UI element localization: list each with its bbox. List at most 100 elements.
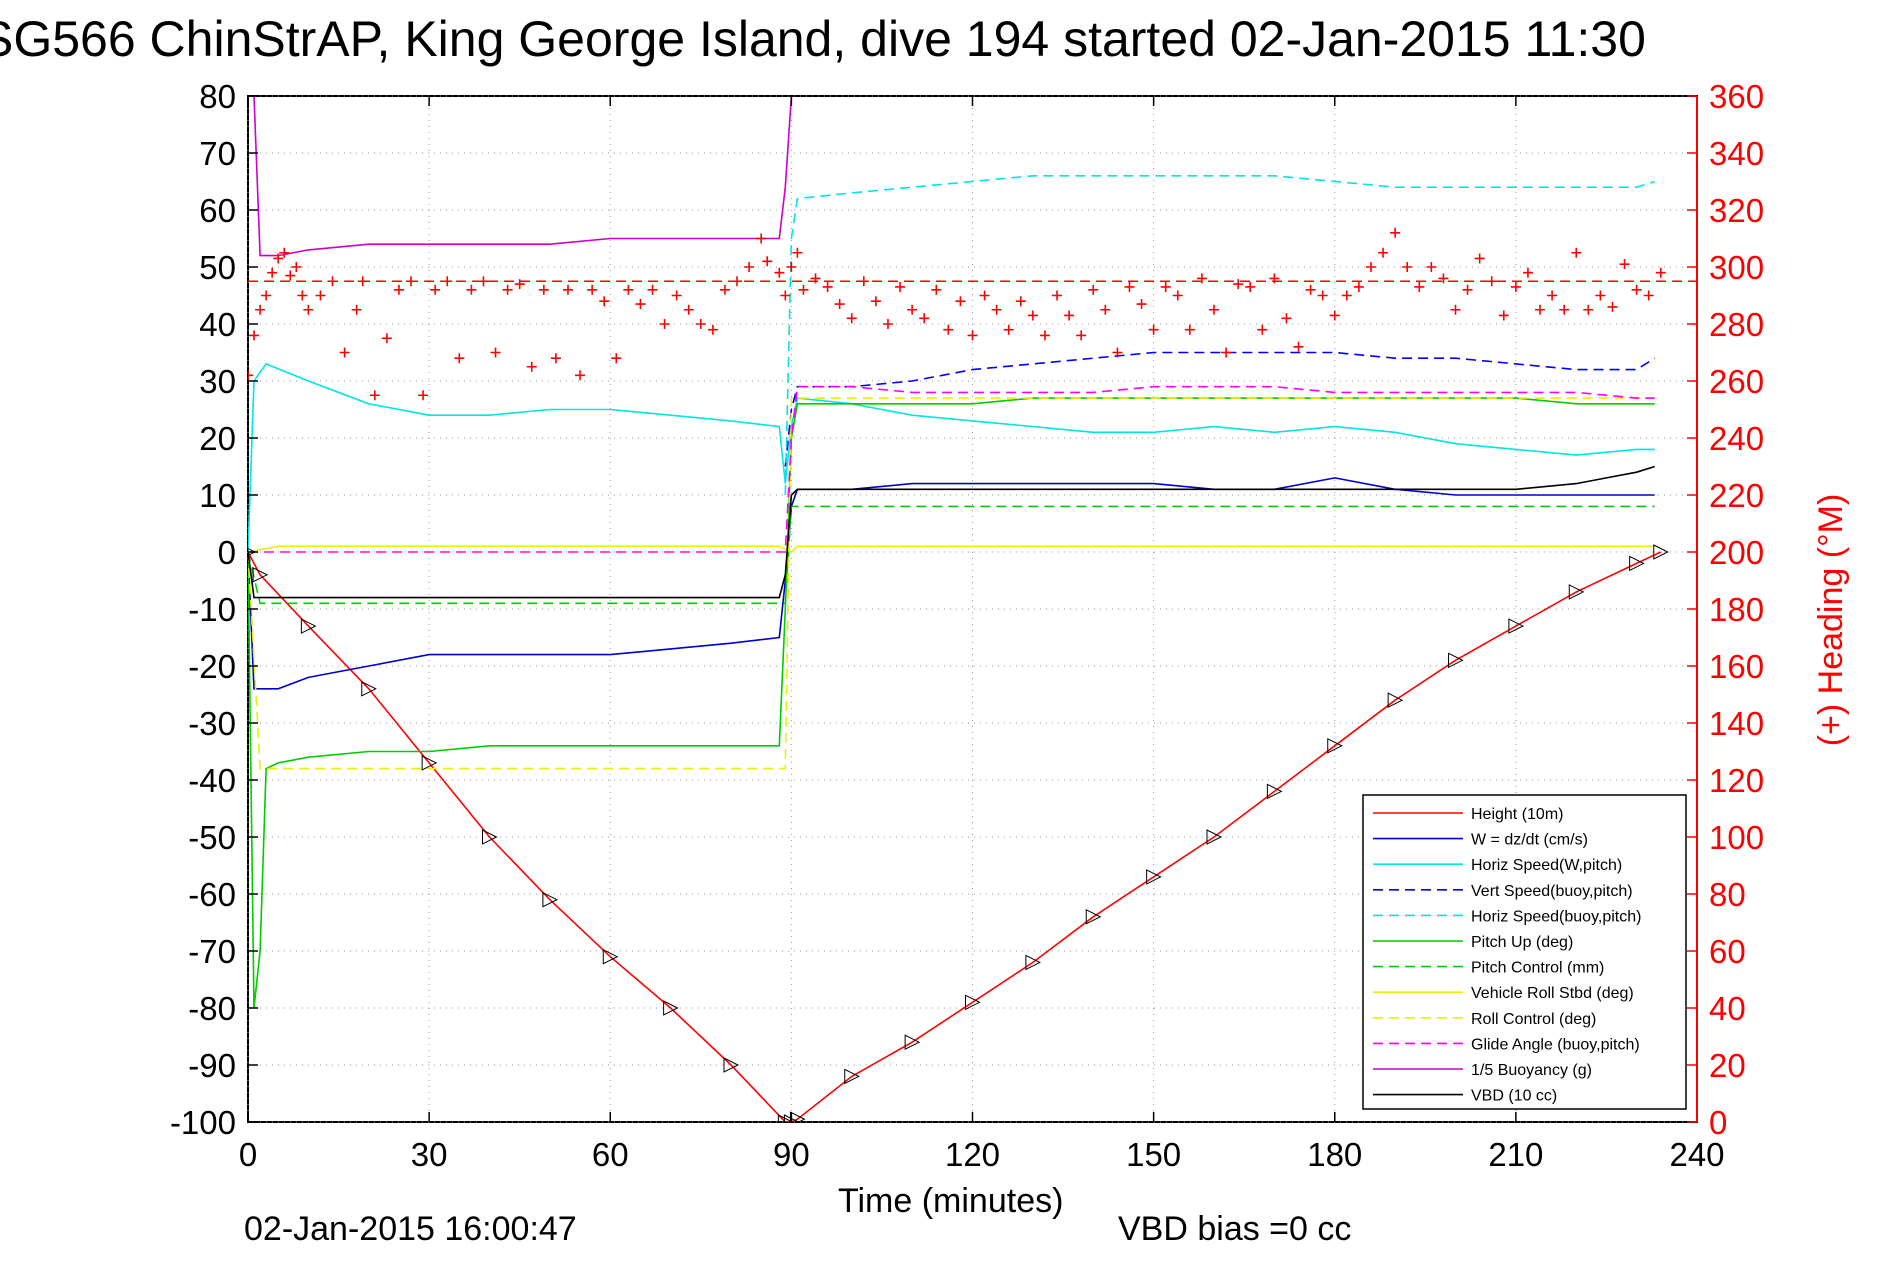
heading-marker bbox=[792, 247, 803, 258]
legend-label-8: Vehicle Roll Stbd (deg) bbox=[1471, 985, 1634, 1002]
depth-marker bbox=[844, 1068, 860, 1085]
depth-marker bbox=[1653, 544, 1669, 560]
heading-marker bbox=[1583, 304, 1594, 315]
heading-marker bbox=[1378, 247, 1389, 258]
heading-marker bbox=[1595, 290, 1606, 301]
heading-marker bbox=[1148, 324, 1159, 335]
legend-label-6: Pitch Up (deg) bbox=[1471, 934, 1573, 951]
y-tick-label: -10 bbox=[188, 591, 236, 628]
y-tick-label: 70 bbox=[199, 135, 236, 172]
heading-marker bbox=[798, 284, 809, 295]
heading-marker bbox=[249, 330, 260, 341]
heading-marker bbox=[1619, 259, 1630, 270]
heading-marker bbox=[1305, 284, 1316, 295]
heading-marker bbox=[261, 290, 272, 301]
heading-marker bbox=[339, 347, 350, 358]
series-line-9 bbox=[248, 397, 1655, 770]
heading-marker bbox=[756, 233, 767, 244]
series-line-7 bbox=[248, 505, 1655, 605]
heading-marker bbox=[1245, 281, 1256, 292]
heading-marker bbox=[1233, 279, 1244, 290]
heading-layer bbox=[248, 227, 1697, 401]
heading-marker bbox=[623, 284, 634, 295]
y-axis-right-label: (+) Heading (°M) bbox=[1812, 494, 1850, 747]
depth-marker bbox=[1327, 737, 1343, 754]
y2-tick-label: 20 bbox=[1709, 1047, 1746, 1084]
legend-label-4: Vert Speed(buoy,pitch) bbox=[1471, 883, 1633, 900]
y-tick-label: -90 bbox=[188, 1047, 236, 1084]
series-line-5 bbox=[784, 175, 1655, 496]
depth-marker bbox=[777, 1114, 794, 1122]
heading-marker bbox=[1438, 273, 1449, 284]
heading-marker bbox=[719, 284, 730, 295]
heading-marker bbox=[1522, 267, 1533, 278]
timestamp-label: 02-Jan-2015 16:00:47 bbox=[244, 1210, 577, 1248]
heading-marker bbox=[744, 262, 755, 272]
x-tick-label: 180 bbox=[1307, 1136, 1362, 1173]
heading-marker bbox=[1209, 304, 1219, 315]
heading-marker bbox=[1414, 281, 1425, 292]
heading-marker bbox=[442, 276, 453, 287]
y2-tick-label: 280 bbox=[1709, 306, 1764, 343]
vbd-bias-label: VBD bias =0 cc bbox=[1118, 1210, 1351, 1248]
depth-marker bbox=[663, 1000, 679, 1016]
heading-marker bbox=[1402, 262, 1413, 272]
x-axis-label: Time (minutes) bbox=[838, 1182, 1063, 1220]
heading-marker bbox=[707, 324, 718, 335]
heading-marker bbox=[1076, 330, 1087, 341]
chart-title: SG566 ChinStrAP, King George Island, div… bbox=[0, 11, 1646, 67]
heading-marker bbox=[273, 253, 284, 264]
heading-marker bbox=[846, 313, 857, 324]
heading-marker bbox=[1281, 313, 1292, 324]
series-line-4 bbox=[784, 351, 1656, 467]
heading-marker bbox=[1221, 347, 1232, 358]
x-tick-label: 240 bbox=[1669, 1136, 1724, 1173]
heading-marker bbox=[1486, 276, 1497, 287]
heading-marker bbox=[955, 296, 966, 307]
y-tick-label: 80 bbox=[199, 78, 236, 115]
x-tick-label: 0 bbox=[239, 1136, 257, 1173]
y-tick-label: -30 bbox=[188, 705, 236, 742]
heading-marker bbox=[1353, 281, 1364, 292]
heading-marker bbox=[502, 284, 513, 295]
heading-marker bbox=[822, 281, 833, 292]
heading-marker bbox=[1015, 296, 1026, 307]
heading-marker bbox=[430, 284, 441, 295]
heading-marker bbox=[418, 390, 429, 401]
heading-marker bbox=[575, 370, 586, 381]
heading-marker bbox=[1088, 284, 1099, 295]
legend-label-5: Horiz Speed(buoy,pitch) bbox=[1471, 908, 1641, 925]
heading-marker bbox=[659, 319, 670, 329]
y-tick-label: -20 bbox=[188, 648, 236, 685]
heading-marker bbox=[1124, 281, 1135, 292]
heading-marker bbox=[255, 304, 266, 315]
heading-marker bbox=[1510, 281, 1521, 292]
heading-marker bbox=[1535, 304, 1546, 315]
heading-marker bbox=[514, 279, 525, 290]
depth-marker bbox=[1146, 869, 1162, 885]
y2-tick-label: 40 bbox=[1709, 990, 1746, 1027]
depth-marker bbox=[904, 1034, 921, 1051]
depth-marker bbox=[1025, 954, 1041, 971]
heading-marker bbox=[1112, 347, 1123, 358]
heading-marker bbox=[1474, 253, 1485, 264]
heading-marker bbox=[671, 290, 682, 301]
x-tick-label: 210 bbox=[1488, 1136, 1543, 1173]
x-tick-label: 60 bbox=[592, 1136, 629, 1173]
heading-marker bbox=[1655, 267, 1666, 278]
heading-marker bbox=[647, 284, 658, 295]
heading-marker bbox=[490, 347, 501, 358]
heading-marker bbox=[683, 304, 694, 315]
heading-marker bbox=[369, 390, 380, 401]
heading-marker bbox=[285, 270, 296, 281]
depth-marker bbox=[965, 994, 981, 1011]
heading-marker bbox=[991, 304, 1002, 315]
series-line-8 bbox=[248, 545, 1655, 553]
y-tick-label: 40 bbox=[199, 306, 236, 343]
heading-marker bbox=[810, 273, 821, 284]
y2-tick-label: 80 bbox=[1709, 876, 1746, 913]
depth-marker bbox=[789, 1111, 806, 1122]
legend-label-7: Pitch Control (mm) bbox=[1471, 960, 1604, 977]
legend-label-12: VBD (10 cc) bbox=[1471, 1088, 1557, 1105]
